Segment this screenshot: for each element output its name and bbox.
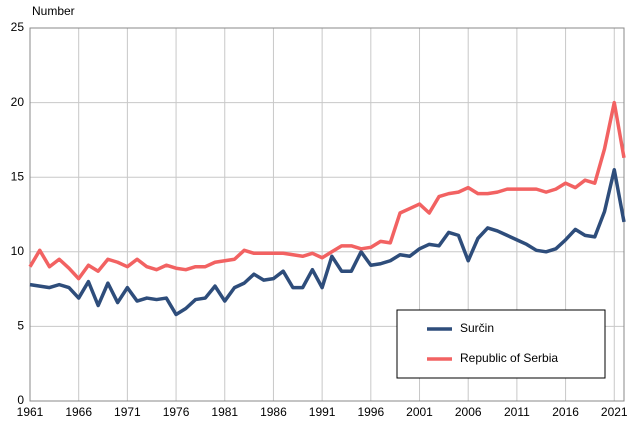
legend: Surčin Republic of Serbia [396,309,606,379]
y-axis-label: Number [32,4,75,18]
y-tick-label: 25 [11,20,25,34]
x-tick-label: 1996 [357,405,384,419]
y-tick-label: 15 [11,169,25,183]
legend-label: Surčin [460,321,494,335]
x-tick-label: 2016 [552,405,579,419]
x-tick-label: 2006 [455,405,482,419]
x-tick-label: 1971 [114,405,141,419]
y-tick-label: 5 [17,319,24,333]
x-tick-label: 2001 [406,405,433,419]
x-tick-label: 1966 [65,405,92,419]
y-tick-label: 20 [11,95,25,109]
y-tick-label: 0 [17,393,24,407]
legend-label: Republic of Serbia [460,351,558,365]
series-line [28,100,626,281]
legend-box [396,309,606,379]
x-tick-label: 2021 [601,405,628,419]
x-tick-label: 1961 [17,405,44,419]
series-line [29,167,626,317]
x-tick-label: 1976 [163,405,190,419]
x-tick-label: 1986 [260,405,287,419]
x-tick-label: 1991 [309,405,336,419]
x-tick-label: 2011 [504,405,530,419]
x-tick-label: 1981 [211,405,238,419]
y-tick-label: 10 [11,244,25,258]
